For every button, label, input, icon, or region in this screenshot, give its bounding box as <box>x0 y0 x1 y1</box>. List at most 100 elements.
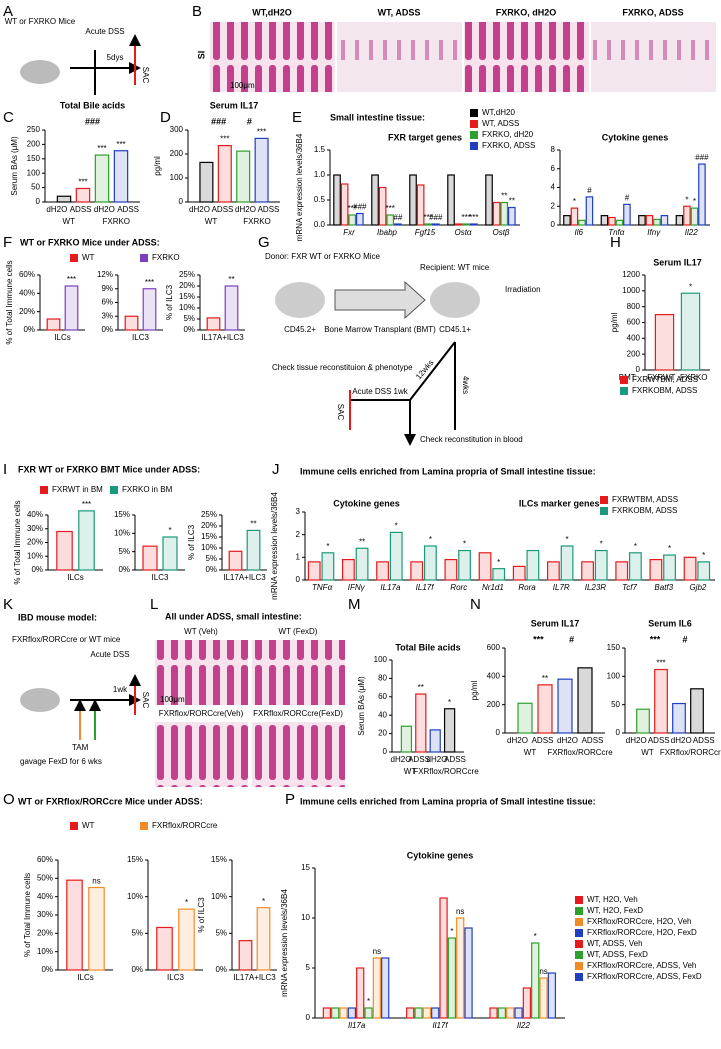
image-title: FXRflox/RORCcre(FexD) <box>253 709 343 718</box>
legend-swatch <box>575 940 583 948</box>
bar <box>340 183 349 226</box>
legend-swatch <box>140 822 148 830</box>
bar <box>578 219 586 226</box>
histology-image <box>210 22 335 92</box>
bar <box>660 215 669 226</box>
bar <box>683 205 691 226</box>
y-tick-label: 200 <box>27 140 41 149</box>
bar <box>75 187 91 203</box>
bar <box>531 942 540 1019</box>
legend-label: WT <box>82 253 95 262</box>
significance-label: *** <box>656 659 665 668</box>
bar <box>615 219 624 226</box>
x-tick-label: IL17A+ILC3 <box>223 573 266 582</box>
bar <box>356 967 365 1019</box>
significance-label: ** <box>359 537 365 546</box>
y-tick-label: 10 <box>301 913 310 922</box>
y-axis-label: % of Total Immune cells <box>13 500 22 584</box>
significance-label: ns <box>92 877 100 886</box>
significance-label: * <box>600 540 603 549</box>
histology-image <box>464 22 589 92</box>
y-tick-label: 200 <box>170 149 184 158</box>
x-tick-label: dH2O <box>235 205 256 214</box>
y-tick-label: 4 <box>551 183 556 192</box>
x-tick-label: IL17A+ILC3 <box>201 333 244 342</box>
significance-label: * <box>168 526 171 535</box>
bar <box>537 684 553 734</box>
image-title: WT,dH2O <box>252 7 292 17</box>
bar <box>217 145 232 203</box>
legend-label: FXRKO, ADSS <box>482 141 535 150</box>
bar <box>628 552 642 581</box>
y-tick-label: 100 <box>607 671 621 680</box>
label: 5dys <box>107 53 124 62</box>
bar <box>339 1007 348 1019</box>
significance-label: ### <box>695 153 709 162</box>
bar <box>517 702 533 734</box>
scale-label: 100μm <box>230 81 255 90</box>
label: Acute DSS <box>85 27 124 36</box>
bar <box>113 150 129 203</box>
bar <box>500 201 509 226</box>
significance-label: ## <box>393 213 402 222</box>
x-tick-label: dH2O <box>427 755 448 764</box>
chart-title: Total Bile acids <box>395 642 460 652</box>
y-tick-label: 10% <box>201 543 217 552</box>
bar <box>364 1007 373 1019</box>
y-tick-label: 10% <box>27 551 43 560</box>
y-tick-label: 5 <box>306 963 311 972</box>
legend-swatch <box>470 120 478 128</box>
y-tick-label: 25% <box>201 510 217 519</box>
significance-label: *** <box>82 500 91 509</box>
x-tick-label: IL7R <box>553 583 570 592</box>
label: 4wks <box>461 376 470 394</box>
y-axis-label: pg/ml <box>470 680 479 700</box>
bar <box>348 214 357 226</box>
y-tick-label: 50 <box>31 183 40 192</box>
x-tick-label: ADSS <box>648 736 670 745</box>
x-tick-label: dH2O <box>557 736 578 745</box>
significance-label: ns <box>373 947 381 956</box>
significance-label: * <box>685 195 688 204</box>
bar <box>386 214 395 226</box>
bar <box>66 879 83 971</box>
x-tick-label: ILC3 <box>152 573 169 582</box>
significance-label: * <box>565 535 568 544</box>
x-tick-label: Rorc <box>450 583 467 592</box>
x-tick-label: IFNγ <box>348 583 366 592</box>
y-tick-label: 250 <box>27 125 41 134</box>
x-tick-label: ADSS <box>408 755 430 764</box>
label: WT or FXRKO Mice <box>5 17 76 26</box>
group-label: WT <box>205 217 218 226</box>
panel-letter: I <box>3 461 7 478</box>
y-tick-label: 10% <box>179 303 195 312</box>
bar <box>464 927 473 1019</box>
bar <box>381 957 390 1019</box>
label: gavage FexD for 6 wks <box>20 757 102 766</box>
bar <box>594 549 608 581</box>
y-tick-label: 1 <box>296 552 301 561</box>
legend-swatch <box>575 951 583 959</box>
y-tick-label: 150 <box>607 643 621 652</box>
significance-label: * <box>693 197 696 206</box>
chart-title: Cytokine genes <box>602 132 669 142</box>
group-label: FXRflox/RORCcre <box>413 767 479 776</box>
y-tick-label: 0 <box>496 728 501 737</box>
bar <box>78 510 95 571</box>
bar <box>458 549 471 581</box>
y-tick-label: 2 <box>296 530 301 539</box>
legend-label: FXRflox/RORCcre, H2O, FexD <box>587 928 697 937</box>
y-tick-label: 15% <box>201 532 217 541</box>
label: Recipient: WT mice <box>420 263 490 272</box>
bar <box>539 977 548 1019</box>
label: CD45.2+ <box>284 325 316 334</box>
bar <box>447 937 457 1019</box>
y-tick-label: 20% <box>179 281 195 290</box>
legend-swatch <box>600 507 608 515</box>
y-tick-label: 600 <box>627 318 641 327</box>
y-tick-label: 2 <box>551 201 556 210</box>
label: SAC <box>141 67 150 84</box>
bar <box>560 545 574 581</box>
bar <box>623 203 631 226</box>
bar <box>415 693 427 753</box>
